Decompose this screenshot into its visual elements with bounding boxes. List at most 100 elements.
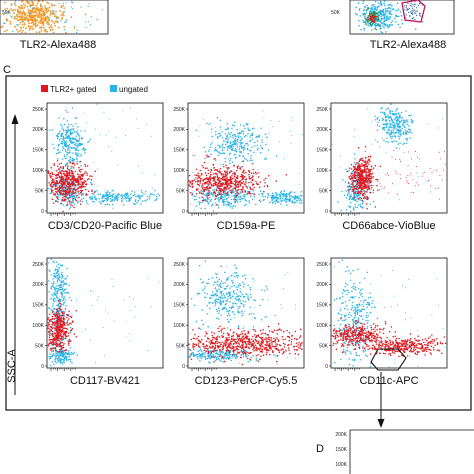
plot-6-frame xyxy=(330,257,448,369)
plot-4-ytick-label: 0 xyxy=(41,364,44,370)
plot-4-cloud-4 xyxy=(59,277,160,364)
plot-5-cloud-4 xyxy=(189,266,300,365)
plot-4-ytick-label: 100K xyxy=(32,323,44,329)
plot-2-ytick-label: 250K xyxy=(173,107,185,113)
top-right-blue-cloud xyxy=(354,0,404,34)
plot-5-ytick-label: 50K xyxy=(176,343,186,349)
plot-2: 250K 200K 150K 100K 50K 0 CD159a-PE xyxy=(173,102,305,232)
plot-6-xlabel: CD11c-APC xyxy=(359,375,418,387)
plot-1-cloud-5 xyxy=(65,103,156,209)
plot-6-cloud-4 xyxy=(333,266,446,368)
gate-to-d-arrow-head xyxy=(377,419,385,428)
panel-d-ytick-2: 100K xyxy=(335,462,347,468)
plot-3-cloud-4 xyxy=(364,150,446,200)
plot-4-ytick-label: 200K xyxy=(32,282,44,288)
plot-4-ytick-label: 50K xyxy=(35,343,45,349)
plot-2-cloud-5 xyxy=(188,110,304,211)
top-right-gate xyxy=(401,0,426,23)
legend-label-ungated: ungated xyxy=(119,85,148,94)
plot-2-frame xyxy=(187,102,305,214)
top-right-gate-dots xyxy=(399,0,424,30)
plot-5-frame xyxy=(187,257,305,369)
plot-4-cloud-3 xyxy=(47,300,78,353)
plot-2-ytick-label: 50K xyxy=(176,188,186,194)
plot-6-ytick-label: 200K xyxy=(316,282,328,288)
plot-4: 250K 200K 150K 100K 50K 0 CD117-BV421 xyxy=(32,257,164,387)
top-left-xlabel: TLR2-Alexa488 xyxy=(20,39,96,51)
plot-1-ytick-label: 100K xyxy=(32,168,44,174)
top-left-dots xyxy=(0,0,103,34)
plot-1-ytick-label: 250K xyxy=(32,107,44,113)
panel-d-ytick-0: 200K xyxy=(335,432,347,438)
plot-5-ytick-label: 100K xyxy=(173,323,185,329)
top-right-plot-frame xyxy=(349,0,455,35)
plot-1-cloud-4 xyxy=(47,159,97,213)
plot-1-ytick-label: 150K xyxy=(32,148,44,154)
plot-2-ytick-label: 0 xyxy=(182,209,185,215)
ssc-axis-label: SSC-A xyxy=(6,349,18,383)
plot-6-ytick-label: 150K xyxy=(316,303,328,309)
top-left-plot-frame xyxy=(0,0,109,35)
plot-3-ytick-label: 100K xyxy=(316,168,328,174)
top-left-ytick: 50K xyxy=(2,10,12,16)
plot-5-ytick-label: 150K xyxy=(173,303,185,309)
plot-1-frame xyxy=(46,102,164,214)
panel-c-frame xyxy=(5,75,472,411)
plot-5-ytick-label: 200K xyxy=(173,282,185,288)
plot-6: 250K 200K 150K 100K 50K 0 CD11c-APC xyxy=(316,257,448,387)
plot-6-cloud-3 xyxy=(352,330,447,357)
plot-5-ytick-label: 0 xyxy=(182,364,185,370)
plot-6-ytick-label: 100K xyxy=(316,323,328,329)
plot-2-cloud-3 xyxy=(191,177,263,212)
plot-6-cloud-1 xyxy=(333,259,379,368)
plot-5-cloud-1 xyxy=(190,260,269,331)
panel-d-letter: D xyxy=(316,443,324,455)
plot-6-ytick-label: 0 xyxy=(325,364,328,370)
plot-3-xlabel: CD66abce-VioBlue xyxy=(342,220,435,232)
plot-5: 250K 200K 150K 100K 50K 0 CD123-PerCP-Cy5.5 xyxy=(173,257,305,387)
plot-3-ytick-label: 150K xyxy=(316,148,328,154)
legend-swatch-gated xyxy=(41,85,48,92)
plot-1-ytick-label: 50K xyxy=(35,188,45,194)
plot-2-cloud-2 xyxy=(247,190,303,206)
plot-2-ytick-label: 100K xyxy=(173,168,185,174)
top-right-panel: 50K TLR2-Alexa488 xyxy=(331,0,455,51)
plot-1-cloud-2 xyxy=(62,189,161,206)
panel-d-plot: 200K 150K 100K xyxy=(335,429,474,474)
plot-6-ytick-label: 250K xyxy=(316,262,328,268)
legend-swatch-ungated xyxy=(110,85,117,92)
plot-4-cloud-1 xyxy=(48,258,73,358)
plot-3-cloud-1 xyxy=(374,103,414,149)
panel-c-legend: TLR2+ gated ungated xyxy=(41,85,148,94)
plot-3-ytick-label: 50K xyxy=(319,188,329,194)
plot-4-ytick-label: 150K xyxy=(32,303,44,309)
top-left-panel: 50K TLR2-Alexa488 xyxy=(0,0,109,51)
plot-5-ytick-label: 250K xyxy=(173,262,185,268)
top-left-orange-cloud xyxy=(0,0,99,34)
plot-4-cloud-2 xyxy=(48,342,78,367)
top-left-blue-scatter xyxy=(2,0,103,34)
plot-1-xlabel: CD3/CD20-Pacific Blue xyxy=(48,220,162,232)
plot-1-cloud-1 xyxy=(49,106,92,177)
plot-6-ytick-label: 50K xyxy=(319,343,329,349)
top-right-red-core xyxy=(366,13,378,24)
plot-3-ytick-label: 250K xyxy=(316,107,328,113)
top-right-ytick: 50K xyxy=(331,10,341,16)
plot-1-ytick-label: 200K xyxy=(32,127,44,133)
top-right-dots xyxy=(354,0,424,34)
ssc-axis-arrow-head xyxy=(11,114,19,124)
top-right-xlabel: TLR2-Alexa488 xyxy=(370,39,446,51)
panel-c-letter: C xyxy=(3,64,11,76)
plot-4-frame xyxy=(46,257,164,369)
plot-5-cloud-2 xyxy=(188,343,275,364)
plot-4-xlabel: CD117-BV421 xyxy=(70,375,140,387)
plot-1-ytick-label: 0 xyxy=(41,209,44,215)
plot-2-ytick-label: 150K xyxy=(173,148,185,154)
plot-3-ytick-label: 0 xyxy=(325,209,328,215)
plot-2-ytick-label: 200K xyxy=(173,127,185,133)
cd11c-hexagon-gate xyxy=(370,348,407,371)
panel-d-ytick-1: 150K xyxy=(335,447,347,453)
panel-c-plots: 250K 200K 150K 100K 50K 0 CD3/CD20-Pacific Blu… xyxy=(32,102,448,387)
plot-2-xlabel: CD159a-PE xyxy=(217,220,276,232)
